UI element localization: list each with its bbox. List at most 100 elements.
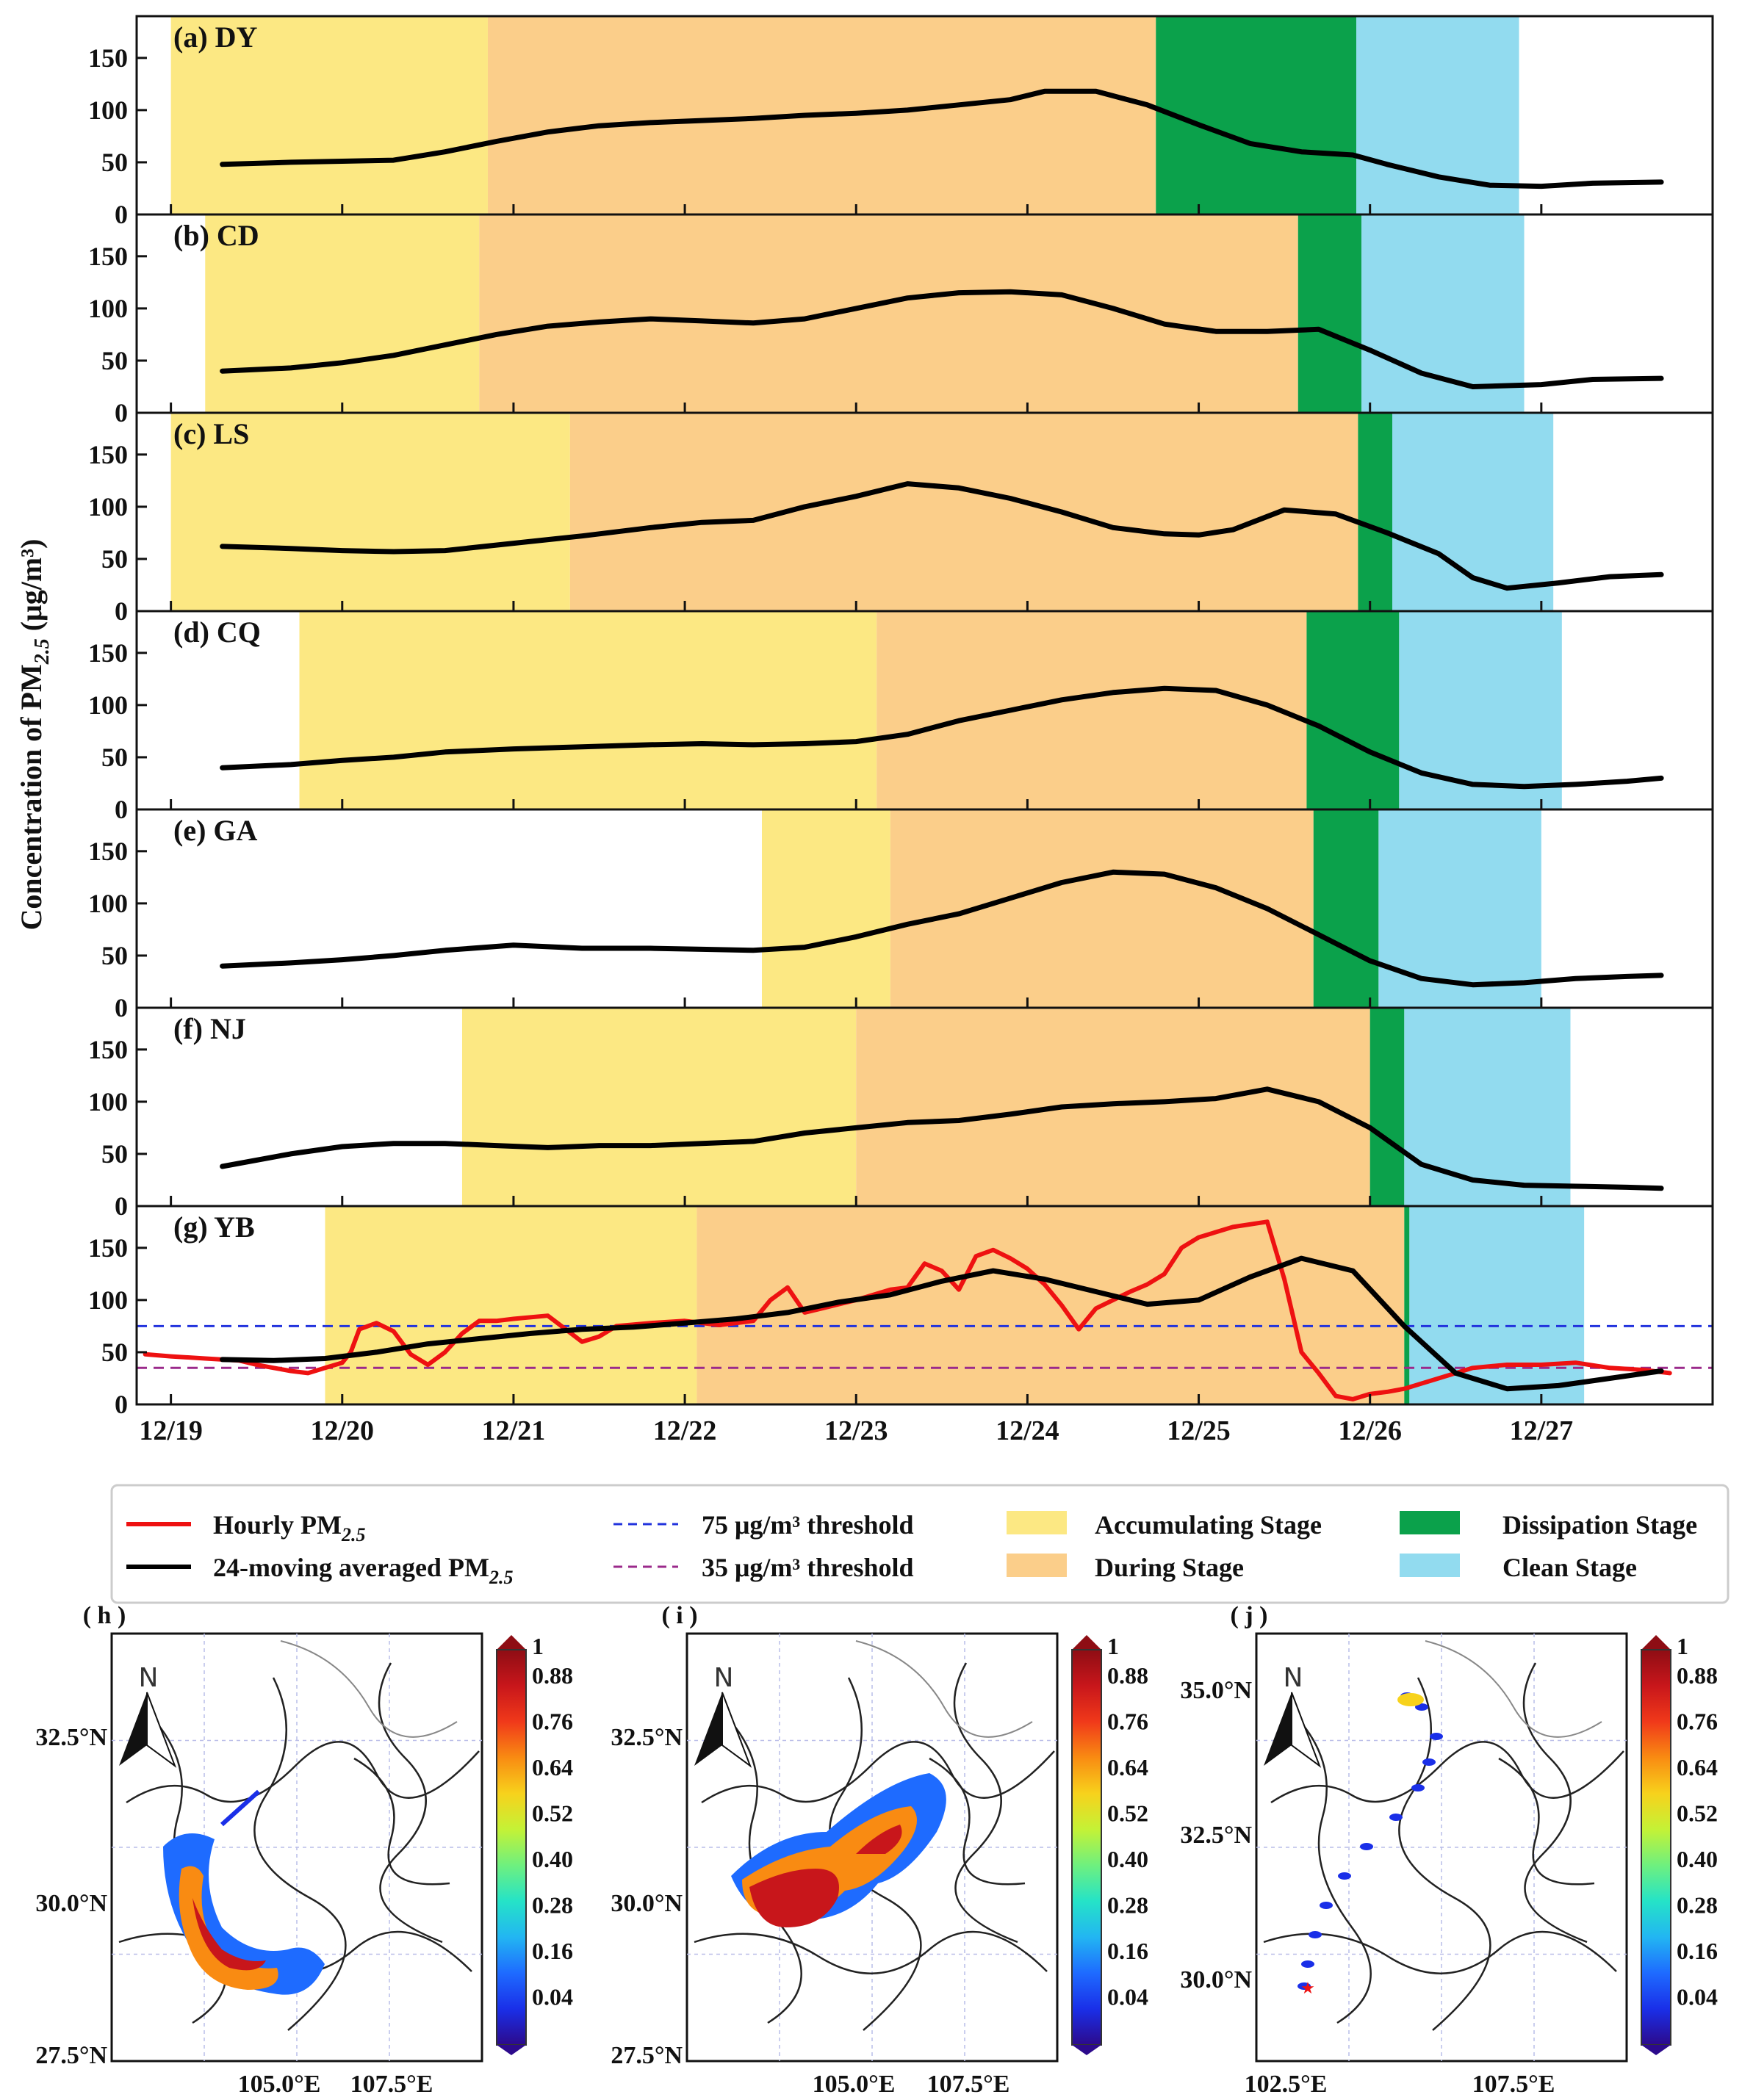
colorbar-tick-label: 0.16 bbox=[1107, 1938, 1148, 1964]
lon-label: 102.5°E bbox=[1245, 2071, 1328, 2098]
lat-label: 27.5°N bbox=[35, 2042, 107, 2069]
footprint-high bbox=[856, 1825, 902, 1854]
stage-band-clean bbox=[1409, 1206, 1585, 1404]
map-title: ( h ) bbox=[83, 1602, 126, 1629]
stage-band-during bbox=[877, 611, 1307, 809]
legend-swatch bbox=[1007, 1511, 1067, 1534]
legend-entry: Clean Stage bbox=[1502, 1553, 1637, 1582]
stage-band-accumulating bbox=[299, 611, 877, 809]
colorbar-tick-label: 0.64 bbox=[532, 1754, 573, 1780]
legend-swatch bbox=[1400, 1554, 1460, 1577]
stage-band-dissipation bbox=[1306, 611, 1400, 809]
north-arrow-icon bbox=[119, 1692, 147, 1766]
boundary-line bbox=[378, 1662, 443, 1944]
x-tick-label: 12/27 bbox=[1510, 1415, 1574, 1446]
footprint-high bbox=[192, 1898, 266, 1971]
colorbar-tick-label: 0.16 bbox=[1677, 1938, 1718, 1964]
boundary-line bbox=[953, 1662, 1018, 1944]
lat-label: 32.5°N bbox=[611, 1724, 683, 1751]
colorbar-tick-label: 0.40 bbox=[1677, 1846, 1718, 1872]
lat-label: 30.0°N bbox=[611, 1890, 683, 1917]
y-tick-label: 100 bbox=[88, 1087, 128, 1116]
outer-boundary-line bbox=[1425, 1640, 1602, 1738]
stage-band-dissipation bbox=[1297, 214, 1362, 413]
x-tick-label: 12/20 bbox=[311, 1415, 375, 1446]
footprint-dot bbox=[1422, 1758, 1436, 1766]
stage-band-during bbox=[697, 1206, 1405, 1404]
lon-label: 105.0°E bbox=[813, 2071, 896, 2098]
x-tick-label: 12/22 bbox=[653, 1415, 717, 1446]
series-line bbox=[143, 1219, 1672, 1401]
boundary-line bbox=[1498, 1757, 1595, 1886]
footprint-dot bbox=[1415, 1703, 1428, 1711]
stage-band-during bbox=[890, 809, 1314, 1008]
y-tick-label: 50 bbox=[101, 148, 128, 177]
x-tick-label: 12/21 bbox=[482, 1415, 546, 1446]
colorbar-cap bbox=[497, 1635, 526, 1650]
footprint-dot bbox=[1360, 1843, 1373, 1850]
x-axis-ticks: 12/19 12/20 12/21 12/22 12/23 12/24 12/25 12/26… bbox=[139, 1415, 1573, 1446]
time-series-panels: 0 50 100 150 (a) DY 0 50 100 150 (b) CD 0 50 100 150 (… bbox=[88, 15, 1714, 1419]
panel-title: (a) DY bbox=[173, 21, 258, 54]
boundary-line bbox=[701, 1741, 1055, 1804]
colorbar-cap bbox=[1072, 1635, 1101, 1650]
stage-band-clean bbox=[1399, 611, 1562, 809]
colorbar-tick-label: 0.28 bbox=[532, 1892, 573, 1919]
map-title: ( j ) bbox=[1231, 1602, 1268, 1629]
y-tick-label: 100 bbox=[88, 95, 128, 125]
series-line bbox=[220, 1086, 1664, 1191]
y-tick-label: 150 bbox=[88, 242, 128, 271]
footprint-dot bbox=[1309, 1931, 1322, 1938]
legend-entry: 35 μg/m³ threshold bbox=[702, 1553, 914, 1582]
colorbar-tick-label: 0.04 bbox=[532, 1984, 573, 2010]
colorbar-tick-label: 0.52 bbox=[1677, 1800, 1718, 1827]
stage-band-dissipation bbox=[1358, 413, 1393, 611]
colorbar-cap bbox=[1641, 2045, 1671, 2055]
panel-d: 0 50 100 150 (d) CQ bbox=[88, 610, 1714, 824]
y-tick-label: 0 bbox=[115, 200, 128, 229]
colorbar-tick-label: 0.16 bbox=[532, 1938, 573, 1964]
boundary-line bbox=[253, 1677, 347, 2031]
outer-boundary-line bbox=[855, 1640, 1033, 1738]
lon-label: 107.5°E bbox=[927, 2071, 1010, 2098]
y-tick-label: 0 bbox=[115, 993, 128, 1022]
north-arrow-icon bbox=[1264, 1692, 1292, 1766]
panel-f: 0 50 100 150 (f) NJ bbox=[88, 1006, 1714, 1221]
stage-band-clean bbox=[1404, 1008, 1571, 1206]
stage-band-accumulating bbox=[461, 1008, 857, 1206]
colorbar-tick-label: 0.76 bbox=[1677, 1708, 1718, 1735]
boundary-line bbox=[353, 1757, 450, 1886]
x-tick-label: 12/23 bbox=[824, 1415, 888, 1446]
stage-band-accumulating bbox=[170, 413, 570, 611]
x-tick-label: 12/25 bbox=[1167, 1415, 1231, 1446]
series-line bbox=[220, 88, 1664, 190]
outer-boundary-line bbox=[280, 1640, 458, 1738]
y-tick-label: 150 bbox=[88, 837, 128, 866]
y-axis-label: Concentration of PM2.5 (μg/m³) bbox=[15, 539, 54, 931]
map-title: ( i ) bbox=[661, 1602, 697, 1629]
stage-band-accumulating bbox=[170, 16, 488, 214]
legend-entry: During Stage bbox=[1095, 1553, 1244, 1582]
colorbar-tick-label: 0.52 bbox=[1107, 1800, 1148, 1827]
footprint-streak bbox=[220, 1789, 261, 1827]
colorbar bbox=[1071, 1649, 1102, 2046]
y-tick-label: 50 bbox=[101, 1338, 128, 1367]
north-arrow-icon bbox=[1291, 1692, 1322, 1768]
legend-entry: Hourly PM2.5 bbox=[213, 1510, 365, 1545]
lon-label: 107.5°E bbox=[1472, 2071, 1555, 2098]
colorbar bbox=[1641, 1649, 1671, 2046]
legend-entry: 24-moving averaged PM2.5 bbox=[213, 1553, 513, 1588]
stage-band-clean bbox=[1392, 413, 1554, 611]
legend-entry: 75 μg/m³ threshold bbox=[702, 1510, 914, 1540]
y-tick-label: 0 bbox=[115, 398, 128, 427]
colorbar-tick-label: 0.04 bbox=[1677, 1984, 1718, 2010]
panel-title: (d) CQ bbox=[173, 616, 261, 649]
y-tick-label: 50 bbox=[101, 544, 128, 574]
lon-label: 105.0°E bbox=[238, 2071, 321, 2098]
y-tick-label: 50 bbox=[101, 941, 128, 970]
stage-band-clean bbox=[1361, 214, 1525, 413]
stage-band-dissipation bbox=[1156, 16, 1357, 214]
footprint-dot bbox=[1411, 1784, 1425, 1792]
